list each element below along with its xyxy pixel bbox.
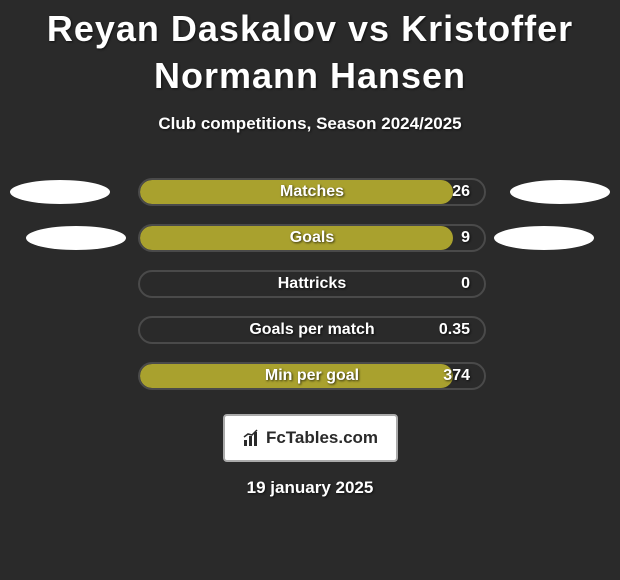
stat-label: Goals [140,226,484,250]
logo-text: FcTables.com [266,428,378,448]
bar-track: Min per goal374 [138,362,486,390]
right-ellipse [494,226,594,250]
stats-container: Matches26 Goals9 Hattricks0 Goals per match… [0,178,620,390]
stat-row: Hattricks0 [8,270,612,298]
bar-track: Goals per match0.35 [138,316,486,344]
bar-track: Hattricks0 [138,270,486,298]
left-ellipse [10,180,110,204]
stat-label: Matches [140,180,484,204]
logo-box: FcTables.com [223,414,398,462]
stat-label: Min per goal [140,364,484,388]
stat-label: Goals per match [140,318,484,342]
stat-row: Goals per match0.35 [8,316,612,344]
stat-row: Matches26 [8,178,612,206]
subtitle: Club competitions, Season 2024/2025 [0,114,620,134]
comparison-title: Reyan Daskalov vs Kristoffer Normann Han… [0,0,620,100]
stat-value: 0 [461,272,470,296]
bar-chart-icon [242,428,262,448]
stat-value: 9 [461,226,470,250]
vs-text: vs [348,8,390,49]
stat-value: 26 [452,180,470,204]
stat-row: Goals9 [8,224,612,252]
player1-name: Reyan Daskalov [47,8,337,49]
right-ellipse [510,180,610,204]
stat-row: Min per goal374 [8,362,612,390]
left-ellipse [26,226,126,250]
date-line: 19 january 2025 [0,478,620,498]
stat-value: 374 [443,364,470,388]
stat-value: 0.35 [439,318,470,342]
bar-track: Matches26 [138,178,486,206]
bar-track: Goals9 [138,224,486,252]
stat-label: Hattricks [140,272,484,296]
